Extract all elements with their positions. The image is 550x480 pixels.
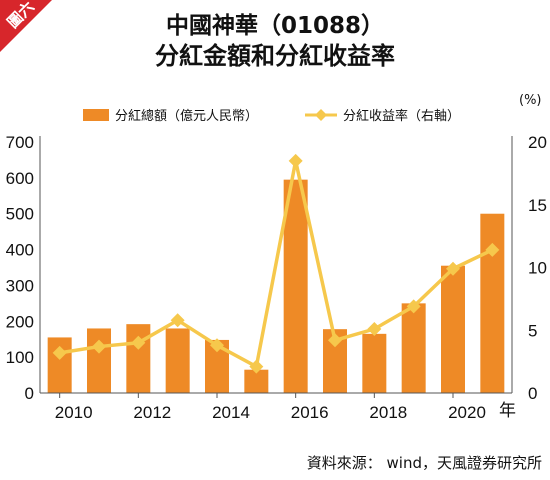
corner-badge	[0, 0, 52, 52]
bar-2018	[362, 333, 387, 393]
legend-bar-swatch	[83, 109, 109, 121]
bar-2010	[47, 337, 72, 393]
bar-2020	[441, 265, 465, 393]
bar-2011	[87, 328, 111, 393]
yield-point-2010	[52, 345, 67, 360]
x-tick-label: 2020	[448, 403, 486, 422]
bar-series	[47, 179, 505, 393]
bar-2012	[126, 324, 151, 393]
bar-2015	[244, 369, 269, 393]
yield-point-2013	[170, 313, 185, 328]
yield-point-2018	[367, 321, 382, 336]
legend-line-label: 分紅收益率（右軸）	[343, 108, 460, 124]
left-tick-label: 300	[6, 276, 34, 295]
legend-line-marker	[315, 109, 327, 121]
yield-point-2016	[288, 153, 303, 168]
x-tick-label: 2010	[55, 403, 93, 422]
yield-point-2017	[328, 333, 342, 348]
yield-point-2011	[92, 339, 106, 354]
left-tick-label: 0	[25, 384, 34, 403]
yield-point-2021	[485, 242, 500, 257]
x-tick-label: 2018	[369, 403, 407, 422]
right-tick-label: 15	[528, 196, 547, 215]
right-axis-unit: (%)	[519, 93, 542, 108]
right-tick-label: 5	[528, 321, 537, 340]
x-axis-unit: 年	[499, 401, 516, 420]
left-tick-label: 600	[6, 169, 34, 188]
bar-2016	[283, 179, 308, 393]
right-tick-label: 20	[528, 133, 547, 152]
x-tick-label: 2012	[133, 403, 171, 422]
right-tick-label: 0	[528, 384, 537, 403]
axes: 0 100 200 300 400 500 600 700 0 5 10 15 20 (%) 2010 201…	[6, 93, 547, 422]
yield-point-2020	[446, 261, 460, 276]
yield-point-2012	[131, 335, 146, 350]
left-tick-label: 700	[6, 133, 34, 152]
left-tick-label: 200	[6, 312, 34, 331]
legend: 分紅總額（億元人民幣） 分紅收益率（右軸）	[83, 108, 460, 124]
bar-2013	[165, 328, 190, 393]
yield-point-2014	[210, 338, 224, 353]
source-note: 資料來源： wind，天風證券研究所	[306, 454, 542, 472]
badge-triangle	[0, 0, 52, 52]
chart-title-line1: 中國神華（01088）	[165, 13, 385, 39]
yield-line	[59, 159, 494, 369]
bar-2019	[401, 303, 426, 393]
line-series	[52, 153, 500, 374]
left-tick-label: 100	[6, 348, 34, 367]
left-tick-label: 400	[6, 241, 34, 260]
yield-point-2015	[249, 359, 264, 374]
left-tick-label: 500	[6, 205, 34, 224]
right-tick-label: 10	[528, 259, 547, 278]
yield-point-2019	[406, 299, 421, 314]
chart-title-line2: 分紅金額和分紅收益率	[155, 42, 395, 70]
bar-2021	[480, 213, 505, 393]
x-tick-label: 2014	[212, 403, 250, 422]
legend-bar-label: 分紅總額（億元人民幣）	[115, 108, 258, 124]
x-tick-label: 2016	[291, 403, 329, 422]
